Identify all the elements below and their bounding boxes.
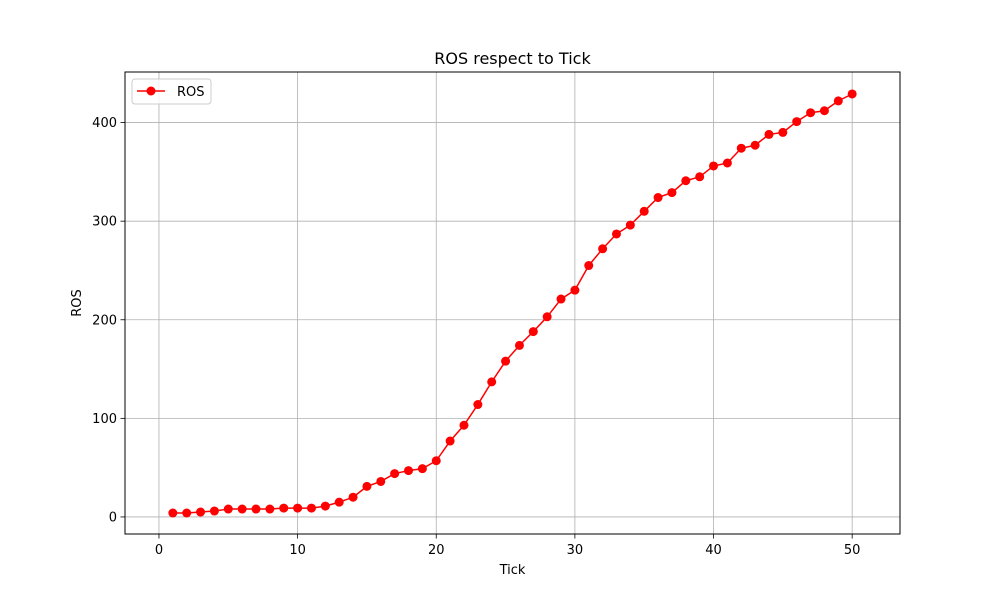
data-point: [598, 244, 608, 254]
data-point: [542, 312, 552, 322]
data-point: [376, 476, 386, 486]
axis-ticks: 0 10 20 30 40 50 0 100 200 300 400: [92, 116, 860, 558]
data-point: [819, 106, 829, 116]
data-point: [736, 143, 746, 153]
data-point: [806, 108, 816, 118]
data-point: [293, 503, 303, 513]
data-point: [653, 193, 663, 203]
data-point: [237, 504, 247, 514]
data-point: [764, 129, 774, 139]
x-tick-label: 50: [844, 543, 861, 558]
data-point: [459, 420, 469, 430]
data-point: [778, 127, 788, 137]
legend-label-ros: ROS: [177, 85, 205, 100]
y-tick-label: 200: [92, 313, 117, 328]
y-tick-label: 0: [109, 510, 117, 525]
data-point: [833, 96, 843, 106]
x-tick-label: 30: [567, 543, 584, 558]
data-point: [223, 504, 233, 514]
legend: ROS: [131, 78, 212, 105]
data-point: [279, 503, 289, 513]
series-layer: [168, 89, 857, 518]
data-point: [334, 497, 344, 507]
legend-marker-ros: [146, 86, 156, 96]
data-point: [265, 504, 275, 514]
x-tick-label: 20: [428, 543, 445, 558]
y-tick-label: 100: [92, 412, 117, 427]
data-point: [445, 436, 455, 446]
data-point: [750, 140, 760, 150]
data-point: [431, 456, 441, 466]
data-point: [473, 400, 483, 410]
data-point: [514, 340, 524, 350]
x-tick-label: 40: [705, 543, 722, 558]
data-point: [667, 188, 677, 198]
y-tick-label: 400: [92, 116, 117, 131]
data-point: [320, 501, 330, 511]
data-point: [792, 117, 802, 127]
data-point: [390, 469, 400, 479]
plot-frame: [124, 71, 901, 535]
data-point: [196, 507, 206, 517]
y-axis-label: ROS: [70, 289, 85, 317]
data-point: [182, 508, 192, 518]
data-point: [681, 176, 691, 186]
x-tick-label: 10: [289, 543, 306, 558]
x-tick-label: 0: [155, 543, 163, 558]
data-point: [625, 220, 635, 230]
data-point: [487, 377, 497, 387]
data-point: [847, 89, 857, 99]
legend-box: [131, 78, 212, 105]
data-point: [251, 504, 261, 514]
data-point: [168, 508, 178, 518]
data-point: [611, 229, 621, 239]
data-point: [695, 172, 705, 182]
data-point: [209, 506, 219, 516]
data-point: [528, 327, 538, 337]
data-point: [501, 356, 511, 366]
chart-title: ROS respect to Tick: [434, 49, 591, 68]
data-point: [709, 161, 719, 171]
data-point: [639, 206, 649, 216]
data-point: [722, 158, 732, 168]
data-point: [348, 492, 358, 502]
grid: [125, 72, 900, 534]
data-point: [404, 466, 414, 476]
data-point: [306, 503, 316, 513]
data-point: [570, 285, 580, 295]
data-point: [584, 261, 594, 271]
data-point: [417, 464, 427, 474]
data-point: [362, 481, 372, 491]
y-tick-label: 300: [92, 215, 117, 230]
data-point: [556, 294, 566, 304]
x-axis-label: Tick: [499, 563, 526, 578]
